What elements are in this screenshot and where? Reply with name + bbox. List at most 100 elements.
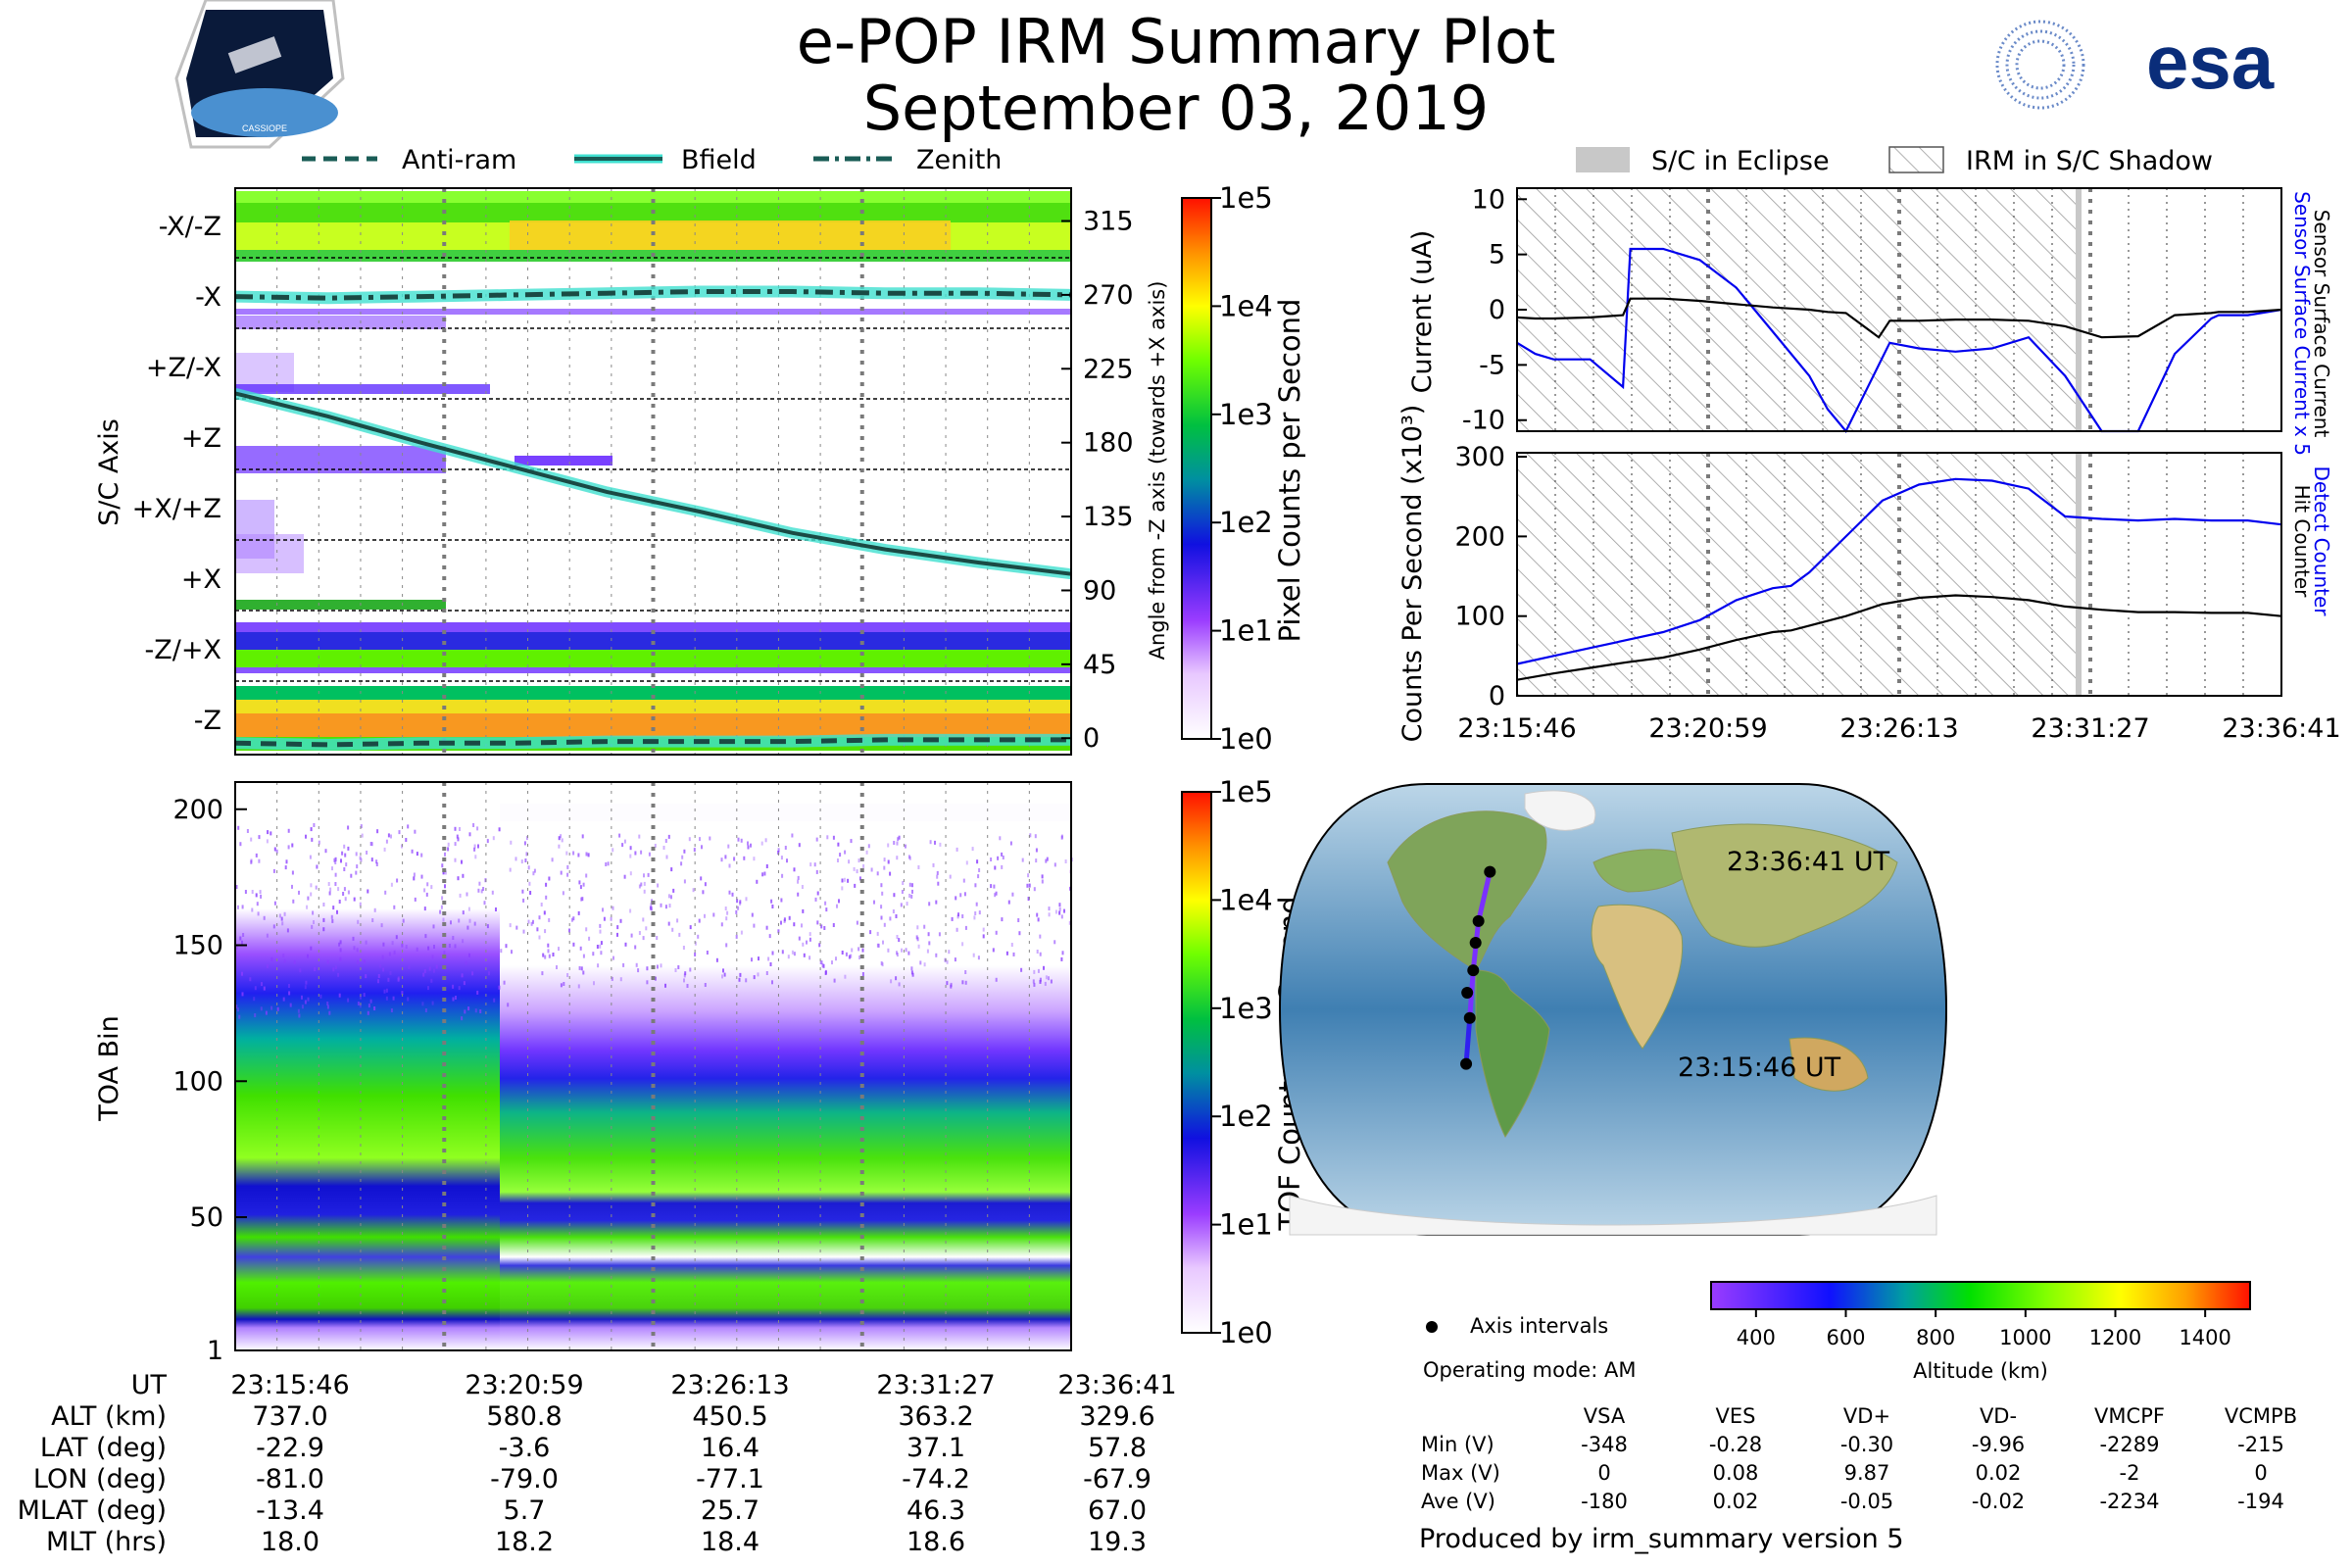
- right-tick-label: 180: [1083, 428, 1134, 459]
- toa-speckle: [880, 905, 883, 909]
- toa-speckle: [630, 933, 633, 938]
- toa-speckle: [1063, 908, 1065, 913]
- toa-speckle: [747, 841, 749, 846]
- series-hit-counter: [1516, 594, 2282, 681]
- toa-speckle: [832, 923, 835, 927]
- toa-speckle: [883, 865, 886, 870]
- alt-tick-label: 400: [1737, 1326, 1776, 1349]
- toa-speckle: [896, 841, 899, 846]
- toa-speckle: [533, 868, 536, 873]
- toa-speckle: [971, 847, 974, 852]
- stats-cell: -2: [2119, 1460, 2140, 1485]
- table-cell: 19.3: [1087, 1527, 1148, 1557]
- y-tick-label: 0: [1489, 681, 1505, 711]
- toa-speckle: [634, 851, 637, 856]
- toa-speckle: [813, 862, 816, 867]
- toa-speckle: [843, 877, 846, 882]
- toa-speckle: [495, 907, 497, 911]
- counts-ylabel: Counts Per Second (x10³): [1397, 405, 1428, 743]
- toa-speckle: [1005, 951, 1008, 956]
- toa-speckle: [1064, 859, 1067, 863]
- y-tick-label: -10: [1462, 406, 1505, 436]
- toa-speckle: [600, 941, 603, 946]
- toa-speckle: [650, 906, 653, 911]
- toa-speckle: [340, 858, 342, 863]
- toa-speckle: [816, 920, 819, 925]
- page-subtitle-date: September 03, 2019: [862, 73, 1490, 144]
- toa-speckle: [423, 906, 426, 911]
- toa-speckle: [509, 867, 512, 872]
- toa-speckle: [681, 855, 684, 859]
- legend-top: Anti-ram Bfield Zenith: [302, 145, 1002, 175]
- heat-band: [235, 622, 1071, 632]
- toa-speckle: [395, 935, 398, 940]
- toa-speckle: [928, 941, 931, 946]
- toa-speckle: [1010, 943, 1013, 947]
- toa-speckle: [788, 915, 791, 920]
- toa-speckle: [282, 954, 285, 957]
- toa-speckle: [815, 869, 818, 874]
- legend-antiram-label: Anti-ram: [402, 145, 516, 175]
- toa-speckle: [370, 842, 373, 847]
- toa-speckle: [472, 823, 475, 827]
- toa-speckle: [704, 983, 707, 987]
- toa-speckle: [1028, 883, 1031, 888]
- y-cat-label: -Z: [194, 706, 221, 736]
- toa-speckle: [682, 946, 685, 950]
- toa-speckle: [844, 974, 847, 979]
- toa-speckle: [667, 834, 670, 839]
- toa-speckle: [802, 908, 805, 913]
- toa-speckle: [838, 899, 840, 904]
- toa-speckle: [267, 963, 269, 968]
- toa-speckle: [954, 957, 956, 962]
- toa-speckle: [701, 845, 703, 850]
- toa-speckle: [667, 894, 670, 899]
- y-cat-label: +Z/-X: [146, 353, 221, 383]
- toa-speckle: [254, 1013, 257, 1017]
- colorbar-tick-label: 1e4: [1219, 289, 1273, 322]
- toa-speckle: [881, 891, 884, 896]
- toa-speckle: [646, 980, 649, 985]
- toa-speckle: [861, 972, 864, 976]
- toa-speckle: [783, 917, 786, 922]
- toa-speckle: [747, 845, 750, 850]
- toa-speckle: [251, 890, 254, 894]
- toa-speckle: [532, 871, 535, 876]
- toa-speckle: [704, 882, 707, 887]
- toa-speckle: [693, 848, 696, 853]
- toa-speckle: [745, 897, 748, 902]
- toa-speckle: [902, 881, 905, 885]
- toa-speckle: [802, 942, 805, 947]
- toa-speckle: [462, 939, 465, 944]
- toa-speckle: [413, 872, 416, 877]
- toa-speckle: [280, 916, 283, 921]
- toa-speckle: [835, 956, 837, 961]
- toa-speckle: [686, 984, 689, 988]
- toa-speckle: [997, 856, 1000, 860]
- toa-speckle: [616, 925, 619, 930]
- toa-speckle: [629, 871, 632, 876]
- toa-speckle: [387, 833, 390, 838]
- toa-speckle: [524, 858, 527, 862]
- toa-speckle: [250, 859, 253, 864]
- toa-speckle: [720, 922, 723, 927]
- toa-speckle: [1035, 858, 1038, 863]
- toa-speckle: [956, 914, 959, 919]
- toa-speckle: [862, 863, 865, 868]
- series-line-bfield: [234, 391, 1072, 576]
- toa-speckle: [393, 950, 396, 955]
- toa-speckle: [273, 847, 276, 852]
- toa-speckle: [1001, 852, 1004, 857]
- toa-speckle: [664, 983, 666, 988]
- toa-speckle: [327, 882, 330, 886]
- toa-speckle: [422, 972, 425, 977]
- y-tick-label: 200: [172, 795, 223, 825]
- toa-speckle: [483, 901, 486, 906]
- table-cell: -74.2: [902, 1464, 970, 1494]
- toa-speckle: [1009, 841, 1012, 846]
- toa-speckle: [946, 981, 949, 986]
- table-cell: -79.0: [490, 1464, 559, 1494]
- toa-speckle: [621, 843, 624, 848]
- toa-speckle: [532, 919, 534, 924]
- toa-speckle: [1044, 981, 1047, 986]
